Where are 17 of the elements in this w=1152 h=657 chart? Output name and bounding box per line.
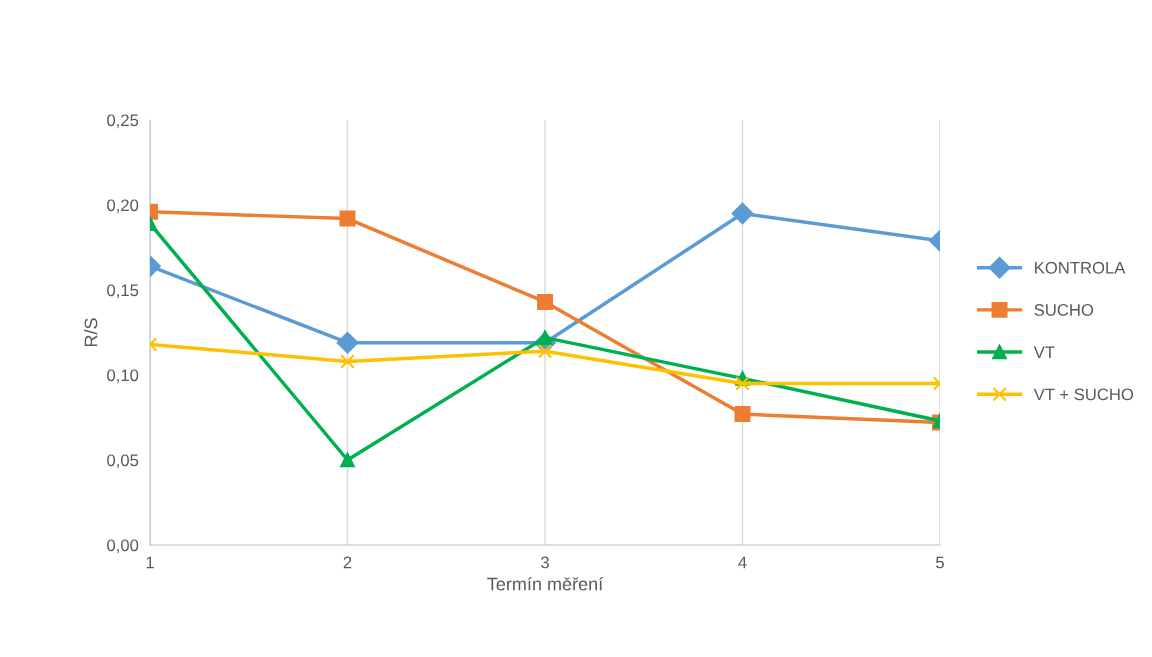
x-tick-label: 5 <box>936 556 944 569</box>
x-tick-label: 2 <box>343 556 352 569</box>
y-tick-label: 0,05 <box>107 454 139 469</box>
y-axis-title: R/S <box>84 318 98 347</box>
x-tick-label: 1 <box>146 556 154 569</box>
y-tick-label: 0,00 <box>107 539 139 554</box>
y-tick-label: 0,10 <box>107 369 139 384</box>
legend-label: KONTROLA <box>1035 261 1126 274</box>
x-tick-label: 4 <box>738 556 747 569</box>
legend-label: SUCHO <box>1034 304 1094 316</box>
y-tick-label: 0,25 <box>107 114 139 129</box>
x-tick-label: 3 <box>541 556 549 569</box>
y-tick-label: 0,20 <box>107 199 139 214</box>
legend-label: VT <box>1033 346 1055 358</box>
x-axis-title: Termín měření <box>487 576 604 591</box>
legend-label: VT + SUCHO <box>1033 388 1134 401</box>
y-tick-label: 0,15 <box>107 284 139 299</box>
